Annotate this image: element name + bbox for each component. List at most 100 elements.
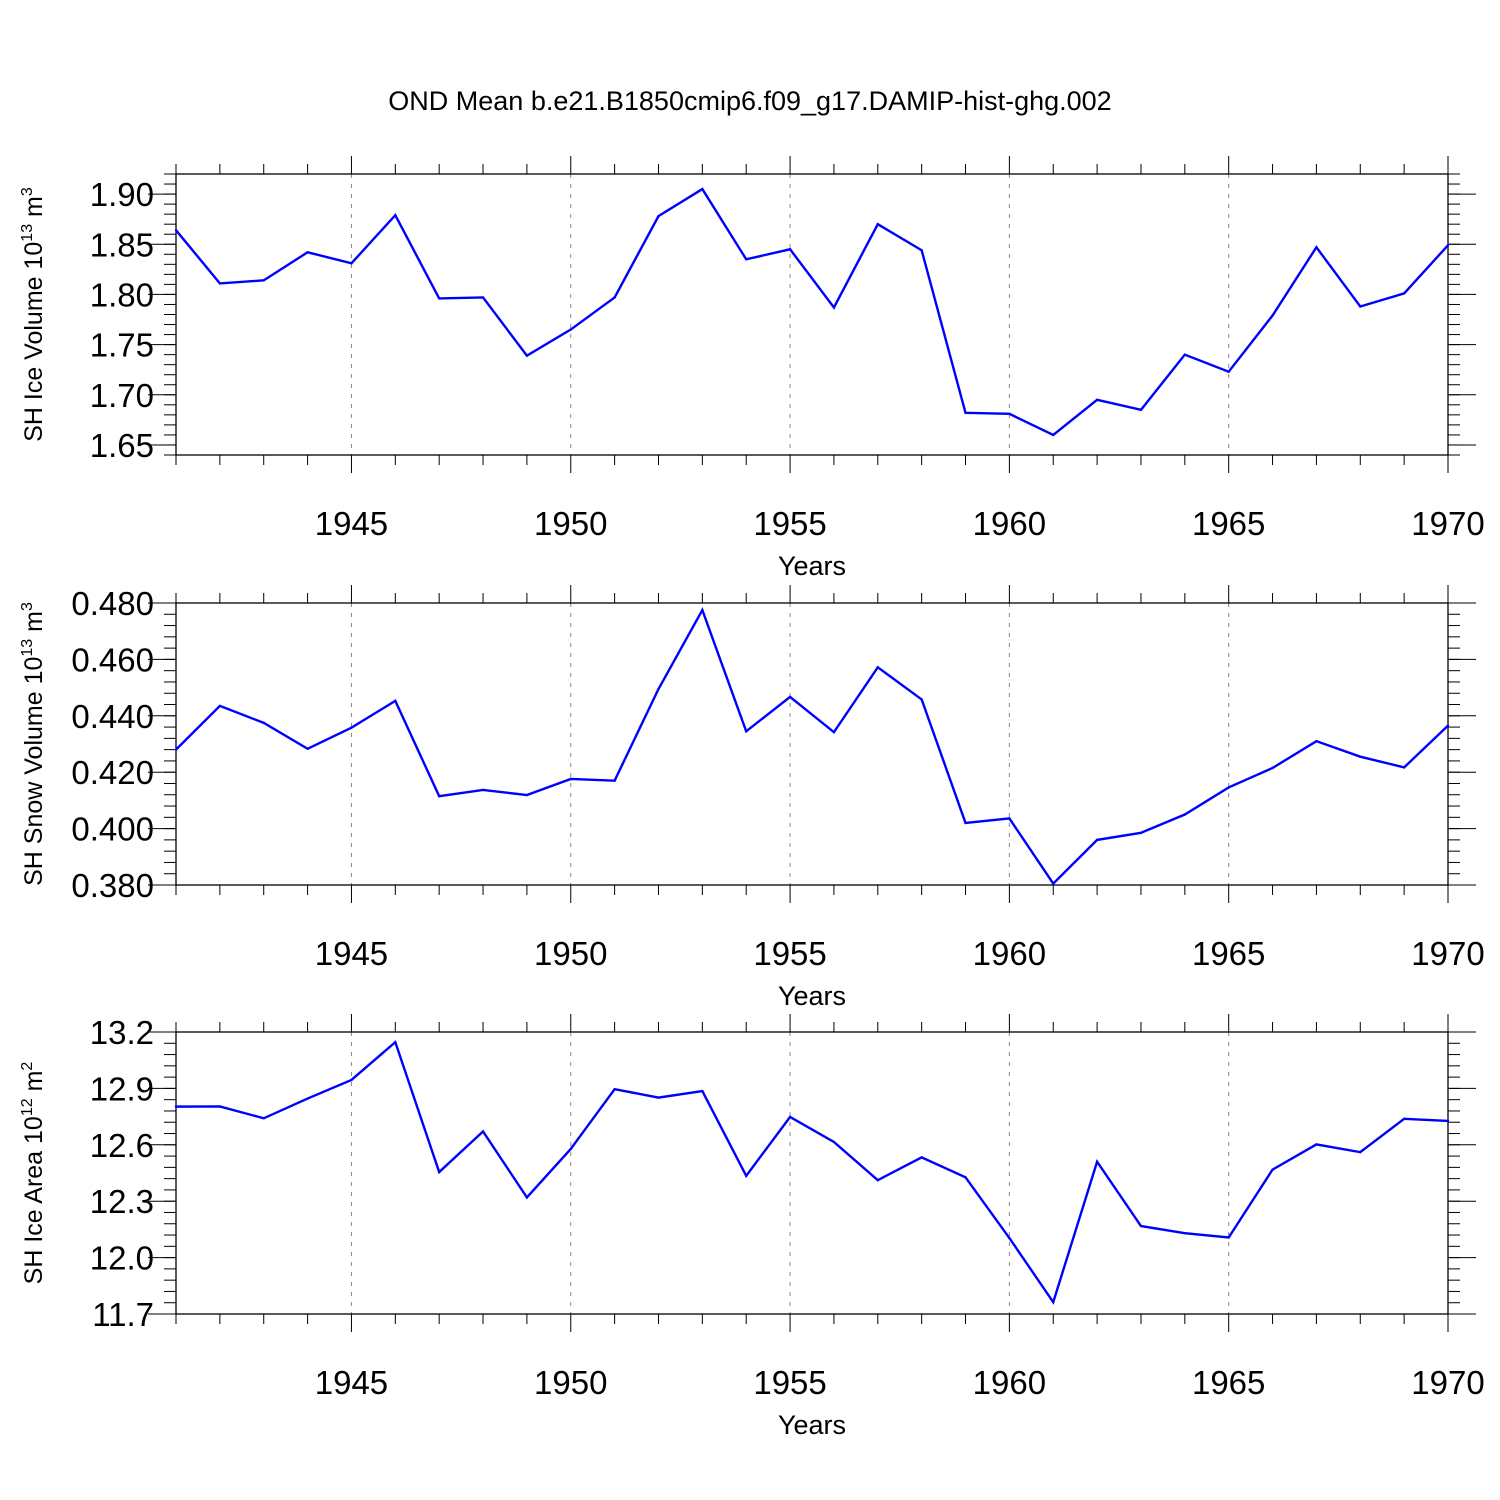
data-point-1943 [262, 279, 265, 282]
y-tick-label-13.2: 13.2 [90, 1014, 154, 1051]
data-point-1957 [876, 1178, 879, 1182]
data-point-1954 [745, 1174, 748, 1178]
y-axis-label-part-3: 3 [19, 187, 36, 196]
y-tick-label-12.0: 12.0 [90, 1240, 154, 1277]
x-axis-label: Years [778, 981, 846, 1011]
y-axis-label: SH Ice Area 1012 m2 [19, 1062, 48, 1285]
y-tick-label-0.380: 0.380 [71, 867, 154, 904]
y-axis-label-part-0: SH Ice Area 10 [20, 1116, 48, 1284]
data-point-1962 [1095, 1160, 1099, 1163]
plot-frame [175, 173, 1449, 456]
data-point-1965 [1227, 370, 1230, 373]
data-point-1967 [1315, 246, 1318, 249]
data-point-1959 [964, 411, 967, 415]
data-point-1942 [218, 282, 222, 285]
data-point-1952 [657, 1096, 660, 1099]
data-point-1942 [218, 1105, 222, 1108]
x-tick-label-1950: 1950 [534, 935, 607, 972]
y-axis-label: SH Ice Volume 1013 m3 [19, 187, 48, 442]
data-point-1969 [1402, 292, 1406, 295]
x-tick-label-1945: 1945 [315, 1364, 388, 1401]
data-point-1964 [1183, 813, 1187, 816]
data-point-1944 [306, 251, 309, 254]
data-point-1946 [394, 1040, 397, 1044]
data-point-1952 [657, 687, 660, 691]
data-point-1949 [525, 793, 529, 797]
y-tick-label-12.6: 12.6 [90, 1127, 154, 1164]
y-tick-label-1.70: 1.70 [90, 377, 154, 414]
data-point-1945 [350, 262, 353, 265]
y-tick-label-0.480: 0.480 [71, 585, 154, 622]
y-axis-label-part-2: m [20, 1071, 48, 1099]
y-axis-label-part-1: 12 [19, 1098, 36, 1116]
data-point-1956 [832, 306, 836, 309]
data-point-1966 [1271, 766, 1274, 770]
data-point-1946 [394, 699, 397, 703]
data-point-1950 [569, 1147, 572, 1151]
data-point-1941 [174, 229, 178, 232]
x-tick-label-1945: 1945 [315, 935, 388, 972]
data-point-1961 [1052, 1300, 1055, 1304]
data-point-1948 [481, 1130, 485, 1133]
panels-group: 1945 1950 1955 1960 1965 1970 Years 1.65 1.70 1.7… [19, 156, 1485, 1440]
x-tick-label-1955: 1955 [753, 935, 826, 972]
data-point-1948 [481, 296, 485, 299]
y-tick-label-11.7: 11.7 [92, 1296, 154, 1333]
data-point-1941 [174, 748, 178, 751]
data-point-1953 [701, 608, 704, 612]
data-point-1959 [964, 1176, 967, 1179]
data-point-1969 [1402, 1117, 1406, 1121]
data-point-1960 [1008, 1236, 1011, 1240]
y-axis-label: SH Snow Volume 1013 m3 [19, 602, 48, 886]
data-point-1951 [613, 1087, 616, 1091]
data-point-1969 [1402, 766, 1406, 769]
y-axis-label-part-0: SH Snow Volume 10 [20, 657, 48, 886]
plot-frame [175, 1031, 1449, 1315]
data-point-1950 [569, 328, 572, 331]
data-point-1947 [437, 794, 441, 798]
y-axis-label-part-1: 13 [19, 639, 36, 657]
x-tick-label-1955: 1955 [753, 505, 826, 542]
data-point-1961 [1052, 433, 1055, 437]
x-tick-label-1960: 1960 [973, 1364, 1046, 1401]
y-tick-label-0.400: 0.400 [71, 811, 154, 848]
data-point-1968 [1359, 755, 1362, 758]
y-tick-label-0.420: 0.420 [71, 754, 154, 791]
data-point-1948 [481, 788, 485, 792]
x-axis-label: Years [778, 1410, 846, 1440]
x-tick-label-1950: 1950 [534, 505, 607, 542]
series-line [175, 1040, 1449, 1305]
data-point-1957 [876, 666, 879, 669]
data-point-1966 [1271, 1168, 1274, 1171]
series-line [175, 187, 1449, 437]
data-point-1967 [1315, 739, 1318, 743]
data-point-1961 [1052, 882, 1055, 885]
x-tick-label-1970: 1970 [1411, 935, 1484, 972]
data-point-1945 [350, 726, 353, 729]
data-point-1963 [1139, 408, 1143, 412]
y-axis-label-part-2: m [20, 196, 48, 224]
data-point-1968 [1359, 305, 1362, 308]
data-point-1949 [525, 1196, 529, 1199]
data-point-1942 [218, 704, 222, 708]
data-point-1970 [1446, 724, 1450, 727]
data-point-1970 [1446, 244, 1450, 247]
data-point-1952 [657, 214, 660, 218]
y-tick-label-12.3: 12.3 [90, 1183, 154, 1220]
chart-title: OND Mean b.e21.B1850cmip6.f09_g17.DAMIP-… [388, 86, 1111, 116]
data-point-1960 [1008, 412, 1011, 416]
data-point-1954 [745, 730, 748, 733]
y-tick-label-1.80: 1.80 [90, 276, 154, 313]
data-point-1950 [569, 777, 572, 781]
x-tick-label-1960: 1960 [973, 935, 1046, 972]
data-point-1957 [876, 222, 879, 226]
data-point-1943 [262, 721, 265, 725]
data-point-1958 [920, 249, 923, 252]
y-tick-label-0.440: 0.440 [71, 698, 154, 735]
data-point-1959 [964, 821, 967, 825]
y-axis-label-part-1: 13 [19, 224, 36, 242]
data-point-1947 [437, 1170, 441, 1174]
data-point-1963 [1139, 831, 1143, 835]
